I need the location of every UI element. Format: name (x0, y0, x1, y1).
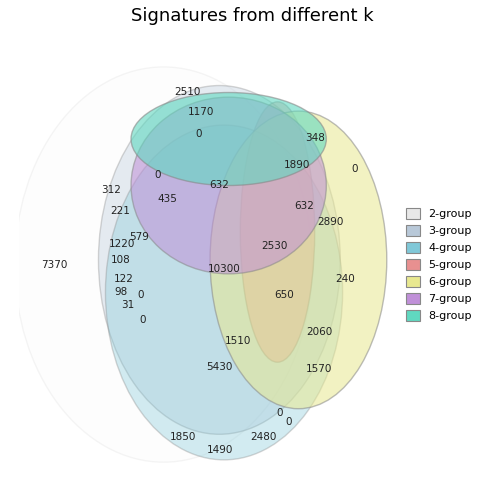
Text: 221: 221 (110, 206, 130, 216)
Text: 632: 632 (294, 202, 314, 212)
Legend: 2-group, 3-group, 4-group, 5-group, 6-group, 7-group, 8-group: 2-group, 3-group, 4-group, 5-group, 6-gr… (406, 208, 472, 321)
Text: 312: 312 (101, 185, 121, 195)
Text: 579: 579 (130, 232, 149, 241)
Text: 240: 240 (335, 274, 355, 284)
Text: 1850: 1850 (170, 431, 196, 442)
Text: 31: 31 (121, 300, 135, 310)
Text: 122: 122 (114, 274, 134, 284)
Text: 10300: 10300 (208, 264, 240, 274)
Text: 348: 348 (305, 133, 325, 143)
Text: 7370: 7370 (41, 260, 68, 270)
Ellipse shape (105, 125, 343, 460)
Text: 0: 0 (285, 417, 291, 427)
Ellipse shape (98, 86, 340, 434)
Text: 1570: 1570 (306, 364, 333, 374)
Text: 1220: 1220 (108, 238, 135, 248)
Ellipse shape (240, 102, 314, 362)
Text: 2530: 2530 (261, 241, 287, 251)
Title: Signatures from different k: Signatures from different k (131, 7, 373, 25)
Text: 1890: 1890 (284, 160, 310, 170)
Ellipse shape (131, 93, 326, 185)
Ellipse shape (131, 97, 326, 274)
Text: 435: 435 (157, 194, 177, 204)
Text: 1490: 1490 (207, 445, 233, 455)
Text: 0: 0 (351, 164, 357, 174)
Text: 1170: 1170 (187, 107, 214, 117)
Text: 632: 632 (210, 179, 229, 190)
Text: 0: 0 (196, 130, 202, 139)
Ellipse shape (210, 111, 387, 409)
Ellipse shape (15, 67, 312, 462)
Text: 2480: 2480 (250, 431, 277, 442)
Text: 1510: 1510 (225, 336, 251, 346)
Text: 108: 108 (111, 255, 131, 265)
Text: 5430: 5430 (206, 362, 232, 372)
Text: 2890: 2890 (317, 217, 343, 227)
Text: 2510: 2510 (174, 87, 201, 97)
Text: 2060: 2060 (306, 327, 333, 337)
Text: 650: 650 (275, 290, 294, 300)
Text: 0: 0 (155, 170, 161, 180)
Text: 0: 0 (139, 316, 146, 326)
Text: 0: 0 (277, 408, 283, 418)
Text: 0: 0 (137, 290, 144, 300)
Text: 98: 98 (114, 287, 128, 297)
